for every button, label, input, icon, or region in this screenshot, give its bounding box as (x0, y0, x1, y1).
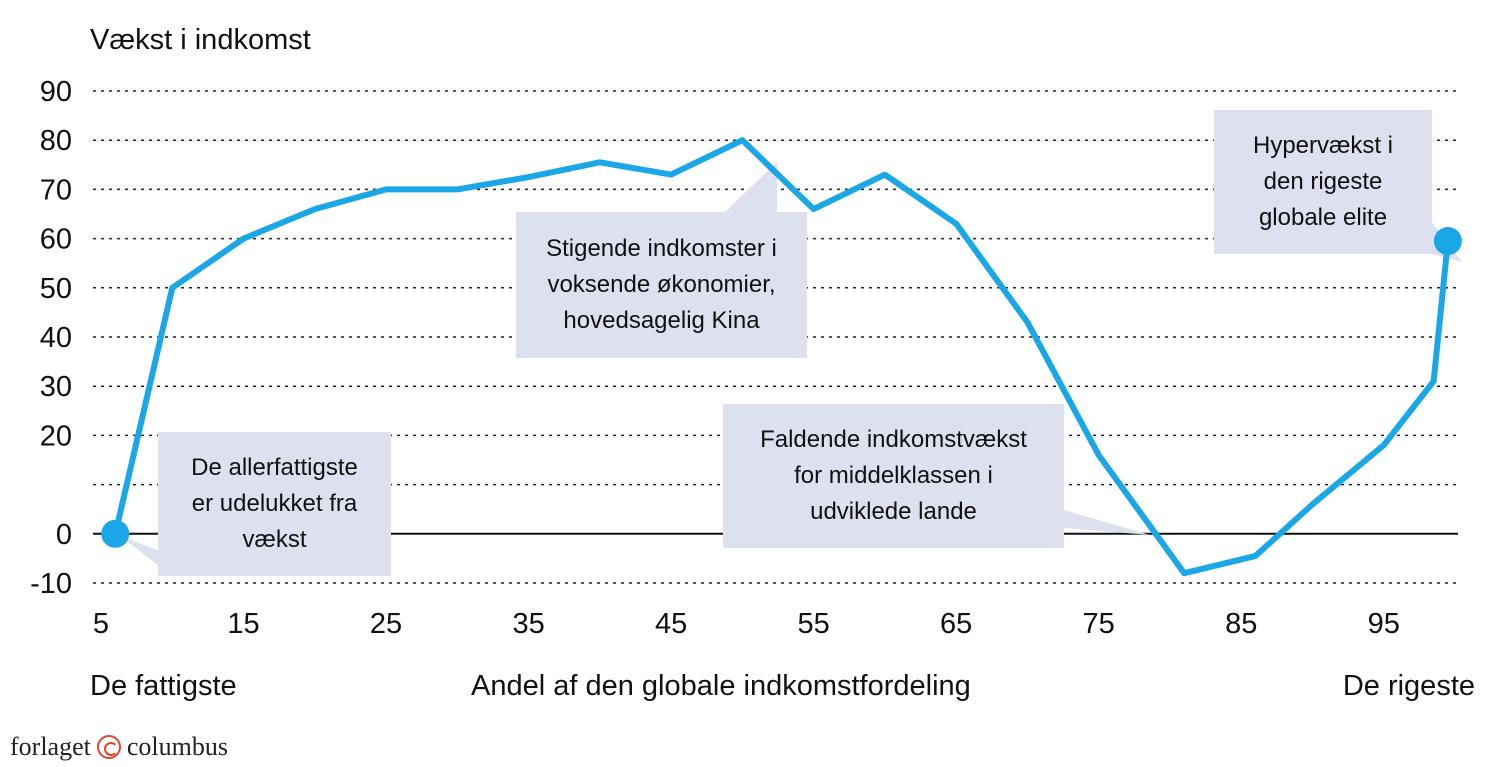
endpoint-marker (101, 519, 130, 548)
y-tick-label: 30 (40, 371, 72, 403)
annotation-line: Faldende indkomstvækst (760, 426, 1027, 453)
annotation-pointer (1064, 510, 1150, 535)
y-tick-label: 60 (40, 224, 72, 256)
x-tick-label: 45 (655, 608, 687, 640)
annotation-line: er udelukket fra (191, 490, 358, 517)
x-left-label: De fattigste (90, 670, 237, 702)
x-tick-label: 65 (940, 608, 972, 640)
y-tick-label: 50 (40, 273, 72, 305)
x-right-label: De rigeste (1342, 670, 1475, 702)
publisher-name-right: columbus (126, 732, 228, 761)
annotation-global-elite: Hypervækst i den rigeste globale elite (1214, 110, 1432, 254)
annotation-pointer (725, 162, 777, 212)
annotation-line: Stigende indkomster i (546, 235, 777, 262)
y-tick-label: 90 (40, 76, 72, 108)
annotation-line: De allerfattigste (191, 454, 358, 481)
x-tick-label: 15 (227, 608, 259, 640)
x-axis-title: Andel af den globale indkomstfordeling (471, 670, 971, 702)
y-tick-label: 40 (40, 322, 72, 354)
annotation-middle-class: Faldende indkomstvækst for middelklassen… (723, 404, 1064, 548)
annotation-line: for middelklassen i (794, 462, 993, 489)
x-tick-label: 85 (1225, 608, 1257, 640)
x-tick-label: 95 (1368, 608, 1400, 640)
annotation-poorest: De allerfattigste er udelukket fra vækst (158, 432, 391, 576)
x-tick-label: 75 (1083, 608, 1115, 640)
copyright-circle-icon (96, 735, 121, 759)
annotation-line: den rigeste (1263, 168, 1383, 195)
annotation-line: udviklede lande (810, 498, 977, 525)
annotation-line: globale elite (1258, 204, 1388, 231)
annotation-line: vækst (242, 526, 307, 553)
publisher-logo: forlaget columbus (10, 732, 228, 762)
publisher-name-left: forlaget (10, 732, 91, 761)
x-tick-label: 5 (93, 608, 109, 640)
y-axis-title: Vækst i indkomst (90, 24, 311, 56)
y-tick-label: 0 (56, 519, 72, 551)
x-tick-labels: 5 15 25 35 45 55 65 75 85 95 (93, 608, 1400, 640)
endpoint-markers (101, 227, 1462, 548)
annotation-line: hovedsagelig Kina (563, 307, 760, 334)
x-tick-label: 35 (512, 608, 544, 640)
x-tick-label: 55 (797, 608, 829, 640)
annotation-line: voksende økonomier, (547, 271, 776, 298)
y-tick-label: 80 (40, 125, 72, 157)
endpoint-marker (1433, 227, 1462, 256)
y-tick-label: -10 (30, 568, 72, 600)
annotation-pointer (120, 535, 170, 575)
x-tick-label: 25 (370, 608, 402, 640)
annotation-emerging-economies: Stigende indkomster i voksende økonomier… (516, 212, 807, 358)
annotation-line: Hypervækst i (1252, 132, 1394, 159)
y-tick-label: 70 (40, 174, 72, 206)
y-tick-label: 20 (40, 420, 72, 452)
series-line (112, 137, 1451, 577)
y-tick-labels: 90 80 70 60 50 40 30 20 0 -10 (30, 76, 72, 600)
